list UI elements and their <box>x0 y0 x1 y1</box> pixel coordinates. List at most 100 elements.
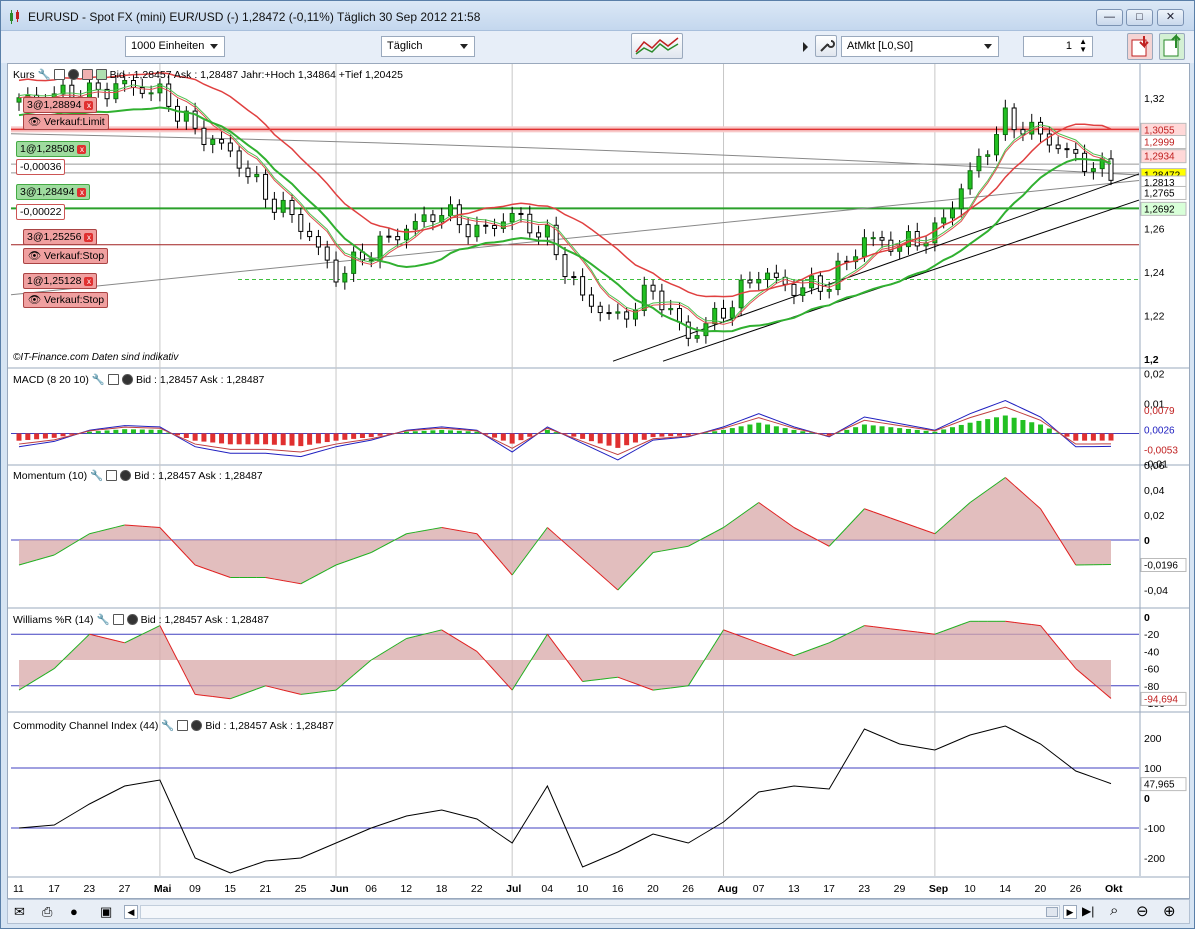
x-tick-label: Jul <box>506 883 521 895</box>
williams-line <box>1084 675 1094 684</box>
williams-line <box>230 695 240 700</box>
williams-line <box>71 642 81 652</box>
close-panel-icon[interactable] <box>120 470 132 481</box>
candle-body <box>148 92 154 95</box>
wrench-icon[interactable]: 🔧 <box>90 470 104 482</box>
williams-line <box>644 686 654 691</box>
window-icon[interactable] <box>177 720 189 731</box>
close-order-icon[interactable]: x <box>84 233 94 242</box>
macd-histogram-bar <box>773 426 779 434</box>
williams-y-label: -80 <box>1144 681 1159 693</box>
order-settings-button[interactable] <box>815 35 837 57</box>
momentum-line <box>212 570 222 575</box>
wrench-icon[interactable]: 🔧 <box>37 69 51 81</box>
buy-button[interactable] <box>1159 33 1185 60</box>
close-order-icon[interactable]: x <box>77 188 87 197</box>
camera-icon[interactable]: ● <box>70 904 78 919</box>
buy-small-icon[interactable] <box>95 69 107 80</box>
williams-line <box>89 633 99 637</box>
momentum-line <box>820 541 830 547</box>
horizontal-scrollbar[interactable]: ✉ ⎙ ● ▣ ◀ ▶ ▶| ⌕ ⊖ ⊕ <box>7 899 1190 924</box>
units-select[interactable]: 1000 Einheiten <box>125 36 225 57</box>
momentum-line <box>335 561 346 566</box>
period-select[interactable]: Täglich <box>381 36 475 57</box>
candle-body <box>492 224 498 229</box>
williams-line <box>828 638 839 644</box>
window-icon[interactable] <box>53 69 65 80</box>
macd-histogram-bar <box>386 433 392 435</box>
order-limit-type[interactable]: 👁 Verkauf:Limit <box>23 114 109 130</box>
macd-histogram-bar <box>245 433 251 445</box>
close-panel-icon[interactable] <box>67 69 79 80</box>
window-icon[interactable] <box>106 470 118 481</box>
price-tag-label: 1,2934 <box>1144 152 1175 163</box>
momentum-line <box>732 514 742 522</box>
close-panel-icon[interactable] <box>126 614 138 625</box>
order-stop-qty-1[interactable]: 3@1,25256 x <box>23 229 98 245</box>
wrench-icon[interactable]: 🔧 <box>91 374 105 386</box>
close-panel-icon[interactable] <box>121 374 133 385</box>
sell-button[interactable] <box>1127 33 1153 60</box>
order-limit-qty[interactable]: 3@1,28894 x <box>23 97 98 113</box>
x-tick-label: 26 <box>1070 883 1082 895</box>
minimize-button[interactable]: — <box>1096 9 1123 26</box>
williams-line <box>626 679 636 685</box>
wrench-icon[interactable]: 🔧 <box>161 720 175 732</box>
candle-body <box>245 167 251 178</box>
close-panel-icon[interactable] <box>191 720 203 731</box>
momentum-y-label: 0,02 <box>1144 510 1165 522</box>
scroll-end-icon[interactable]: ▶| <box>1082 904 1095 918</box>
zoom-out-icon[interactable]: ⊖ <box>1136 903 1149 920</box>
candle-body <box>421 214 427 223</box>
scroll-left-button[interactable]: ◀ <box>124 905 138 919</box>
macd-y-label: 0,02 <box>1144 369 1165 381</box>
print-icon[interactable]: ⎙ <box>42 904 53 919</box>
williams-line <box>203 694 213 698</box>
zoom-in-icon[interactable]: ⊕ <box>1163 903 1176 920</box>
maximize-button[interactable]: □ <box>1126 9 1153 26</box>
williams-line <box>1014 621 1023 624</box>
position-pl-2: -0,00022 <box>16 204 66 220</box>
position-qty-2[interactable]: 3@1,28494 x <box>16 184 91 200</box>
momentum-line <box>185 555 196 566</box>
zoom-fit-icon[interactable]: ⌕ <box>1110 902 1119 919</box>
mail-icon[interactable]: ✉ <box>14 904 25 919</box>
williams-panel-name: Williams %R (14) <box>13 613 94 626</box>
sell-small-icon[interactable] <box>81 69 93 80</box>
williams-y-label: -20 <box>1144 629 1159 641</box>
order-stop-type-1[interactable]: 👁 Verkauf:Stop <box>23 248 109 264</box>
williams-line <box>670 686 680 689</box>
quantity-stepper[interactable]: 1 ▲ ▼ <box>1023 36 1093 57</box>
scroll-track[interactable] <box>140 905 1060 919</box>
williams-line <box>881 627 891 630</box>
williams-line <box>837 633 848 639</box>
close-order-icon[interactable]: x <box>84 277 94 286</box>
order-type-select[interactable]: AtMkt [L0,S0] <box>841 36 999 57</box>
momentum-line <box>300 578 310 585</box>
order-stop-qty-2[interactable]: 1@1,25128 x <box>23 273 98 289</box>
williams-line <box>749 639 759 644</box>
close-order-icon[interactable]: x <box>77 145 87 154</box>
williams-panel-info: Bid : 1,28457 Ask : 1,28487 <box>140 613 270 626</box>
scroll-right-button[interactable]: ▶ <box>1063 905 1077 919</box>
position-pl-1: -0,00036 <box>16 159 66 175</box>
macd-histogram-bar <box>782 428 788 434</box>
close-order-icon[interactable]: x <box>84 101 94 110</box>
save-icon[interactable]: ▣ <box>100 904 113 919</box>
momentum-line <box>873 511 883 516</box>
momentum-line <box>740 508 751 516</box>
chart-indicators-button[interactable] <box>631 33 683 59</box>
x-tick-label: 11 <box>13 883 24 895</box>
order-stop-type-2[interactable]: 👁 Verkauf:Stop <box>23 292 109 308</box>
expand-arrow-icon[interactable] <box>803 42 808 52</box>
chart-area[interactable]: 11 17 23 27 Mai 09 15 21 25 Jun 06 12 18 22 Jul 04 10 16 2… <box>7 63 1190 899</box>
close-button[interactable]: ✕ <box>1157 9 1184 26</box>
maximize-icon: □ <box>1136 11 1143 23</box>
wrench-icon[interactable]: 🔧 <box>96 614 110 626</box>
window-icon[interactable] <box>107 374 119 385</box>
chart-canvas[interactable]: 11 17 23 27 Mai 09 15 21 25 Jun 06 12 18 22 Jul 04 10 16 2… <box>8 64 1189 898</box>
position-qty-1[interactable]: 1@1,28508 x <box>16 141 91 157</box>
scroll-thumb[interactable] <box>1046 907 1058 917</box>
candle-body <box>130 79 136 88</box>
window-icon[interactable] <box>112 614 124 625</box>
